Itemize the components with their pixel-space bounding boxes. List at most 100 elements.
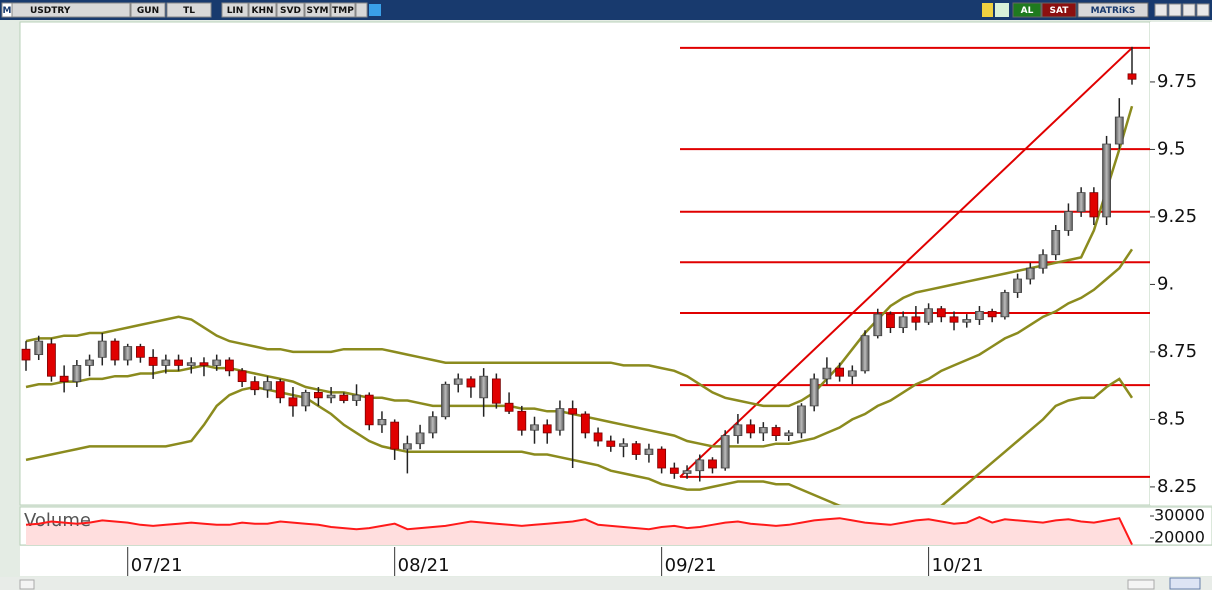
scrollbar[interactable]	[0, 577, 1212, 590]
toolbar-button[interactable]	[166, 2, 212, 18]
candle-body	[390, 421, 400, 450]
toolbar-button[interactable]	[248, 2, 277, 18]
y-tick-label: 8.25	[1157, 476, 1197, 497]
y-tick-label: 9.75	[1157, 71, 1197, 92]
candle-body	[466, 378, 476, 388]
candle-body	[275, 381, 285, 399]
candle-body	[186, 362, 196, 366]
toolbar-button[interactable]	[130, 2, 166, 18]
candle-body	[1114, 116, 1124, 145]
candle-body	[364, 394, 374, 426]
candle-body	[415, 432, 425, 445]
candle-body	[97, 340, 107, 358]
candle-body	[136, 346, 145, 358]
candle-body	[21, 348, 31, 361]
toolbar-label: AL	[1021, 6, 1034, 16]
band-line	[25, 377, 1134, 505]
candle-body	[860, 335, 870, 372]
volume-tick-label: 30000	[1154, 506, 1205, 525]
candle-body	[212, 359, 222, 366]
candle-body	[797, 405, 806, 434]
candle-body	[975, 311, 984, 320]
candle-body	[313, 392, 323, 399]
candle-body	[85, 359, 94, 366]
candle-body	[59, 375, 69, 383]
candle-body	[962, 319, 972, 323]
y-tick-label: 8.5	[1157, 408, 1186, 429]
y-tick-label: 9.25	[1157, 206, 1197, 227]
candle-body	[339, 394, 349, 401]
candle-body	[326, 394, 336, 399]
toolbar-button[interactable]	[1041, 2, 1077, 18]
nav-button[interactable]	[1169, 577, 1201, 590]
candle-body	[682, 470, 692, 474]
toolbar-button[interactable]	[276, 2, 305, 18]
toolbar-button[interactable]	[330, 2, 356, 18]
candle-body	[250, 381, 260, 391]
window-button[interactable]	[1182, 3, 1196, 17]
candle-body	[835, 367, 845, 377]
volume-line	[25, 516, 1133, 545]
candle-body	[886, 313, 895, 329]
candle-body	[237, 370, 247, 383]
toolbar-button[interactable]	[221, 2, 249, 18]
candle-body	[148, 356, 158, 366]
candle-body	[708, 459, 717, 469]
candle-body	[720, 435, 730, 469]
candle-body	[898, 316, 908, 329]
scroll-right[interactable]	[1127, 579, 1155, 590]
candle-body	[530, 424, 539, 431]
refresh-icon[interactable]	[995, 3, 1009, 17]
candle-body	[47, 343, 56, 377]
toolbar-button[interactable]	[1077, 2, 1149, 18]
candle-body	[1076, 192, 1086, 212]
candle-body	[517, 410, 527, 431]
x-tick-label: 07/21	[131, 555, 183, 576]
toolbar-label: SVD	[280, 6, 301, 16]
candle-body	[555, 408, 565, 431]
candle-body	[504, 402, 514, 412]
y-tick-label: 9.	[1157, 273, 1174, 294]
window-button[interactable]	[1168, 3, 1182, 17]
toolbar-label: SYM	[307, 6, 329, 16]
candle-body	[911, 316, 921, 323]
candle-body	[733, 424, 743, 437]
candle-body	[1000, 292, 1010, 318]
candle-body	[301, 392, 311, 407]
candle-body	[288, 397, 298, 407]
candle-body	[758, 427, 768, 434]
toolbar-label: KHN	[251, 6, 273, 16]
candle-body	[568, 408, 578, 415]
candle-body	[199, 362, 209, 366]
band-line	[25, 248, 1134, 448]
social-icon[interactable]	[369, 4, 381, 16]
dropdown[interactable]	[355, 2, 368, 18]
candle-body	[1051, 230, 1061, 256]
candle-body	[479, 375, 489, 399]
candle-body	[1089, 192, 1099, 218]
candle-body	[352, 394, 361, 401]
candle-body	[377, 419, 387, 426]
toolbar-button[interactable]	[11, 2, 131, 18]
candle-body	[606, 440, 616, 447]
alert-icon[interactable]	[982, 3, 993, 17]
toolbar-label: TL	[183, 6, 195, 16]
x-tick-label: 10/21	[932, 555, 984, 576]
candle-body	[1102, 143, 1111, 218]
candle-body	[644, 448, 654, 455]
band-line	[25, 105, 1134, 408]
candle-body	[263, 381, 272, 391]
scroll-left[interactable]	[19, 579, 35, 590]
candle-body	[936, 308, 946, 318]
candle-body	[441, 383, 450, 418]
candle-body	[1127, 73, 1137, 80]
window-button[interactable]	[1154, 3, 1168, 17]
toolbar-button[interactable]	[1012, 2, 1042, 18]
candle-body	[593, 432, 603, 442]
candle-body	[491, 378, 501, 404]
candle-body	[631, 443, 641, 455]
candle-body	[161, 359, 171, 366]
toolbar-button[interactable]	[304, 2, 331, 18]
window-button[interactable]	[1196, 3, 1210, 17]
